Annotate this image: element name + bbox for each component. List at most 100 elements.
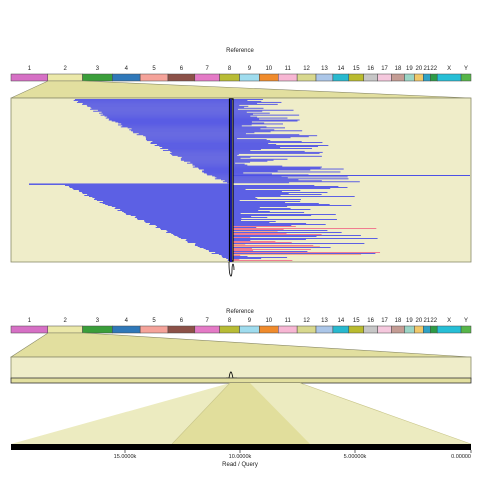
alignment-right	[233, 244, 246, 245]
chromosome-segment-13[interactable]	[315, 73, 334, 82]
chromosome-segment-10[interactable]	[259, 325, 279, 334]
chromosome-segment-16[interactable]	[363, 325, 378, 334]
alignment-left	[154, 145, 231, 146]
chromosome-segment-2[interactable]	[47, 73, 83, 82]
chromosome-segment-19[interactable]	[404, 325, 415, 334]
alignment-left	[162, 149, 231, 151]
chromosome-segment-22[interactable]	[430, 73, 438, 82]
chromosome-segment-6[interactable]	[167, 73, 196, 82]
alignment-left	[187, 162, 231, 164]
chromosome-segment-1[interactable]	[10, 325, 49, 334]
bottom-chromosome-bar[interactable]	[10, 325, 472, 334]
alignment-left	[133, 132, 231, 134]
alignment-left	[107, 205, 231, 206]
alignment-left	[224, 180, 231, 182]
alignment-right	[233, 210, 259, 211]
chromosome-segment-4[interactable]	[112, 325, 141, 334]
chromosome-segment-16[interactable]	[363, 73, 378, 82]
chromosome-segment-10[interactable]	[259, 73, 279, 82]
chromosome-label-14: 14	[338, 66, 345, 72]
chromosome-segment-3[interactable]	[82, 73, 113, 82]
alignment-right	[233, 107, 264, 109]
alignment-left	[194, 165, 231, 167]
alignment-left	[121, 123, 231, 125]
chromosome-segment-x[interactable]	[436, 73, 462, 82]
chromosome-segment-y[interactable]	[460, 73, 472, 82]
chromosome-label-13: 13	[321, 318, 328, 324]
chromosome-segment-14[interactable]	[332, 325, 350, 334]
alignment-right	[233, 162, 236, 164]
chromosome-segment-4[interactable]	[112, 73, 141, 82]
alignment-left	[192, 164, 231, 166]
alignment-right	[233, 173, 272, 175]
chromosome-segment-14[interactable]	[332, 73, 350, 82]
alignment-right	[233, 155, 322, 157]
alignment-right	[233, 136, 309, 138]
chromosome-segment-15[interactable]	[348, 325, 364, 334]
alignment-left	[89, 196, 231, 197]
read-axis-label: Read / Query	[222, 462, 258, 468]
chromosome-segment-9[interactable]	[239, 73, 260, 82]
chromosome-label-10: 10	[265, 66, 272, 72]
chromosome-segment-21[interactable]	[423, 73, 431, 82]
alignment-right	[233, 234, 322, 235]
read-axis-tick-label: 5.00000k	[344, 454, 367, 460]
alignment-right	[233, 180, 322, 182]
alignment-right	[233, 248, 252, 249]
chromosome-segment-15[interactable]	[348, 73, 364, 82]
alignment-right	[233, 214, 336, 215]
alignment-left	[146, 138, 231, 140]
chromosome-label-19: 19	[406, 66, 413, 72]
chromosome-segment-12[interactable]	[296, 73, 317, 82]
chromosome-segment-6[interactable]	[167, 325, 196, 334]
read-query-bar[interactable]	[11, 444, 471, 450]
chromosome-segment-12[interactable]	[296, 325, 317, 334]
chromosome-segment-2[interactable]	[47, 325, 83, 334]
chromosome-label-13: 13	[321, 66, 328, 72]
alignment-left	[136, 218, 231, 219]
alignment-right	[233, 150, 305, 152]
alignment-right	[233, 247, 331, 248]
alignment-right	[233, 125, 242, 127]
chromosome-segment-5[interactable]	[139, 73, 169, 82]
chromosome-segment-20[interactable]	[414, 73, 424, 82]
chromosome-label-y: Y	[464, 318, 468, 324]
chromosome-segment-17[interactable]	[377, 325, 392, 334]
alignment-right	[233, 153, 239, 155]
chromosome-segment-8[interactable]	[219, 325, 240, 334]
chromosome-segment-7[interactable]	[194, 325, 220, 334]
alignment-left	[149, 224, 231, 225]
chromosome-segment-18[interactable]	[391, 325, 405, 334]
chromosome-segment-22[interactable]	[430, 325, 438, 334]
top-chromosome-bar[interactable]	[10, 73, 472, 82]
alignment-right	[233, 226, 296, 227]
chromosome-segment-11[interactable]	[278, 73, 298, 82]
chromosome-segment-9[interactable]	[239, 325, 260, 334]
alignment-left	[177, 155, 231, 157]
chromosome-segment-3[interactable]	[82, 325, 113, 334]
chromosome-segment-20[interactable]	[414, 325, 424, 334]
chromosome-label-8: 8	[228, 66, 232, 72]
alignment-right	[233, 142, 323, 144]
chromosome-segment-8[interactable]	[219, 73, 240, 82]
chromosome-segment-x[interactable]	[436, 325, 462, 334]
chromosome-label-19: 19	[406, 318, 413, 324]
chromosome-segment-18[interactable]	[391, 73, 405, 82]
alignment-right	[233, 253, 376, 254]
chromosome-segment-21[interactable]	[423, 325, 431, 334]
chromosome-segment-19[interactable]	[404, 73, 415, 82]
chromosome-segment-7[interactable]	[194, 73, 220, 82]
alignment-left	[197, 246, 231, 247]
chromosome-segment-y[interactable]	[460, 325, 472, 334]
chromosome-label-16: 16	[367, 318, 374, 324]
alignment-right	[233, 124, 252, 126]
chromosome-segment-1[interactable]	[10, 73, 49, 82]
coverage-panel[interactable]	[10, 356, 472, 380]
chromosome-segment-17[interactable]	[377, 73, 392, 82]
chromosome-segment-13[interactable]	[315, 325, 334, 334]
alignment-left	[149, 223, 231, 224]
chromosome-segment-5[interactable]	[139, 325, 169, 334]
alignment-left	[130, 130, 231, 132]
chromosome-segment-11[interactable]	[278, 325, 298, 334]
alignment-left	[90, 108, 231, 110]
